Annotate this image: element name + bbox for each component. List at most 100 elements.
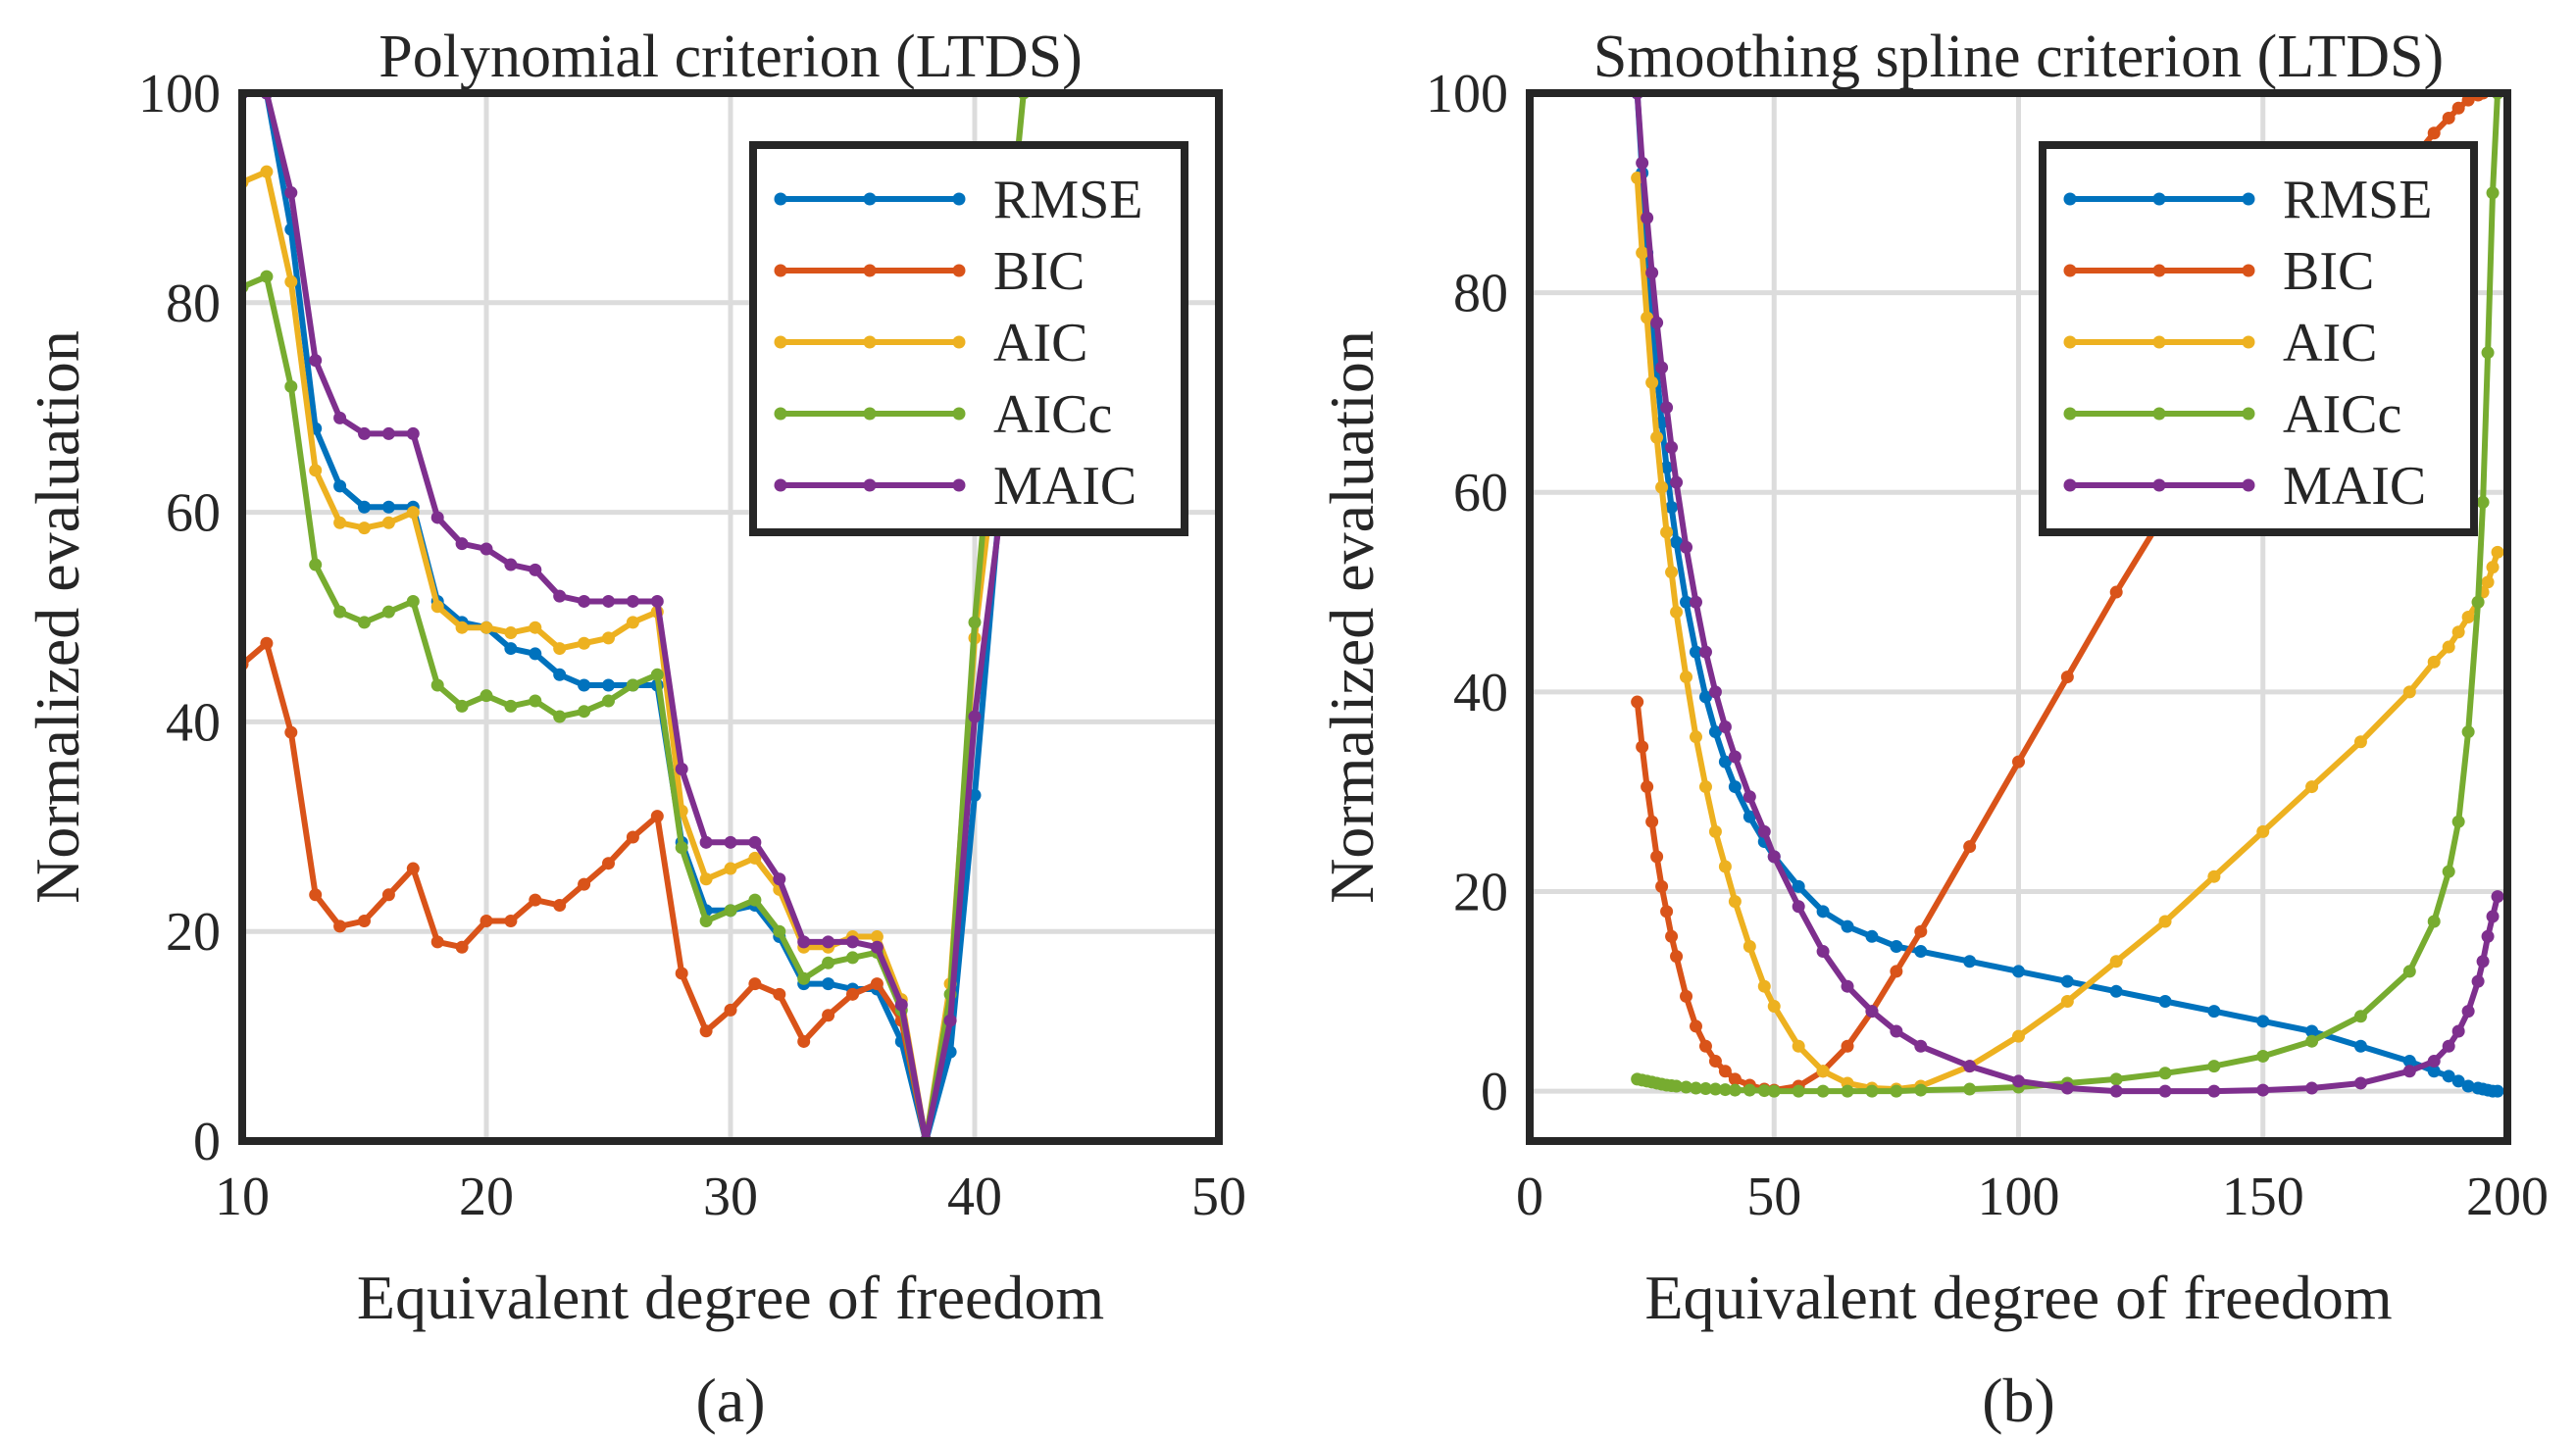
data-point [675,763,688,776]
legend-marker [774,264,787,277]
data-point [1767,850,1781,864]
legend-marker [863,478,877,492]
data-point [455,621,469,634]
data-point [797,1034,811,1048]
data-point [430,935,444,949]
data-point [480,915,493,928]
series-aic [242,165,1006,1141]
data-point [2012,1029,2025,1043]
data-point [2207,870,2221,883]
data-point [430,511,444,524]
data-point [1641,211,1654,224]
data-point [1718,860,1732,873]
data-point [1718,1083,1732,1097]
data-point [1792,1039,1805,1053]
data-point [553,642,567,656]
data-point [1665,440,1679,454]
data-point [748,977,762,991]
data-point [284,186,298,200]
data-point [529,621,542,634]
data-point [309,558,323,571]
data-point [2442,111,2455,124]
data-point [358,616,371,629]
data-point [578,594,591,608]
legend-marker [774,407,787,421]
data-point [1743,810,1756,823]
data-point [1641,311,1654,324]
legend-marker [2063,264,2077,277]
y-tick-label: 60 [166,483,221,544]
legend-marker [2063,407,2077,421]
data-point [1914,1083,1928,1097]
panel-a-title: Polynomial criterion (LTDS) [379,24,1083,90]
data-point [309,354,323,368]
data-point [1708,1055,1722,1068]
panel-a-series [242,89,1031,1141]
data-point [2427,1055,2441,1068]
legend-marker [774,478,787,492]
data-point [699,915,713,928]
data-point [381,605,395,619]
legend-marker [863,407,877,421]
y-tick-label: 20 [1453,862,1508,922]
data-point [309,888,323,902]
panel-b-x-label: Equivalent degree of freedom [1644,1263,2392,1332]
data-point [333,605,347,619]
data-point [2402,685,2416,699]
panel-b-y-label: Normalized evaluation [1317,330,1387,904]
data-point [2442,640,2455,654]
data-point [2486,561,2500,574]
data-point [2109,585,2123,599]
legend-marker [2242,264,2255,277]
data-point [626,678,639,692]
data-point [2207,1084,2221,1098]
data-point [381,888,395,902]
data-point [2442,1069,2455,1083]
data-point [626,616,639,629]
data-point [943,1014,957,1027]
data-point [260,165,274,178]
data-point [1743,1083,1756,1097]
legend-marker [2152,192,2166,206]
data-point [260,636,274,650]
data-point [2427,915,2441,928]
legend-label-aicc: AICc [993,384,1112,445]
data-point [1757,979,1771,993]
data-point [1689,730,1702,744]
legend-box [2039,141,2478,536]
data-point [1708,824,1722,838]
legend-marker [2063,335,2077,349]
data-point [626,594,639,608]
data-point [1718,720,1732,733]
data-point [381,426,395,440]
data-point [1660,461,1674,474]
y-tick-label: 60 [1453,463,1508,523]
data-point [2256,824,2270,838]
data-point [1963,1060,1977,1073]
data-point [2427,126,2441,140]
data-point [2451,101,2465,115]
data-point [1914,1039,1928,1053]
data-point [2491,890,2504,904]
legend-label-aic: AIC [993,313,1087,373]
data-point [2353,1039,2367,1053]
data-point [1641,780,1654,794]
data-point [1728,1072,1742,1086]
data-point [1963,840,1977,854]
data-point [1816,1065,1830,1078]
data-point [2451,815,2465,828]
data-point [480,621,493,634]
data-point [675,841,688,855]
data-point [2486,186,2500,200]
data-point [284,274,298,288]
data-point [748,835,762,849]
data-point [1890,939,1903,953]
data-point [2471,974,2485,988]
data-point [578,705,591,719]
data-point [2109,984,2123,998]
series-bic [242,636,933,1141]
x-tick-label: 20 [459,1167,514,1227]
data-point [333,411,347,424]
data-point [1767,1084,1781,1098]
